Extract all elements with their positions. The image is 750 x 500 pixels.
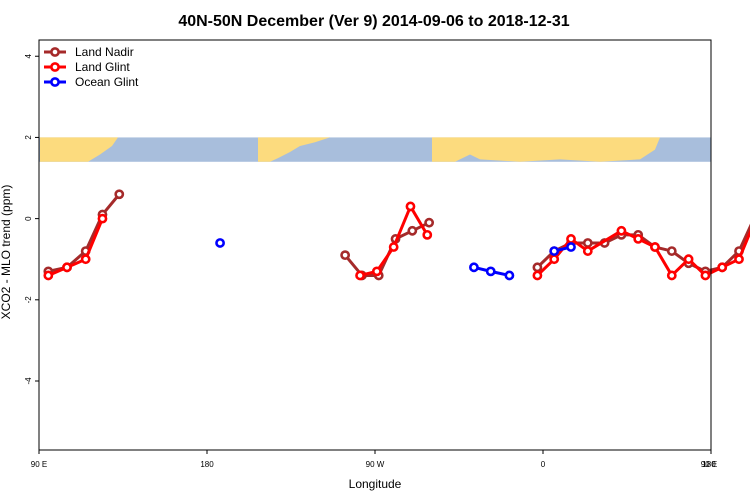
legend-swatch-point (50, 77, 60, 87)
legend-item-land-nadir: Land Nadir (44, 45, 134, 59)
ocean-glint-point (566, 242, 576, 252)
legend-item-ocean-glint: Ocean Glint (44, 75, 139, 89)
land-glint-point (43, 270, 54, 281)
land-glint-line-1 (47, 218, 104, 277)
land-glint-point (355, 270, 365, 281)
land-glint-point (683, 254, 694, 265)
land-glint-point (371, 266, 382, 277)
ocean-glint-point (549, 246, 560, 256)
series-land-glint (43, 201, 750, 281)
land-nadir-point (407, 225, 418, 236)
land-glint-point (405, 201, 416, 212)
land-glint-point (566, 234, 576, 244)
land-glint-point (666, 270, 677, 281)
legend-swatch-point (50, 47, 60, 57)
x-axis-label: Longitude (349, 477, 402, 491)
ocean-glint-point (469, 262, 479, 273)
y-tick-label: 4 (24, 53, 33, 58)
legend-label: Ocean Glint (75, 75, 139, 89)
land-glint-point (717, 262, 728, 273)
land-glint-point (700, 270, 711, 281)
y-tick-label: -2 (24, 296, 33, 304)
map-land-3 (432, 137, 660, 162)
land-glint-point (633, 234, 644, 244)
legend-item-land-glint: Land Glint (44, 60, 130, 74)
ocean-glint-point (485, 266, 496, 277)
land-nadir-point (582, 238, 593, 248)
legend-label: Land Glint (75, 60, 130, 74)
land-glint-point (650, 242, 660, 252)
land-glint-point (97, 213, 108, 224)
land-glint-point (549, 254, 560, 265)
land-glint-point (62, 262, 72, 273)
ocean-glint-point (504, 270, 515, 281)
legend-swatch-point (50, 62, 60, 72)
land-glint-point (616, 225, 627, 236)
x-tick-label: 90 E (701, 460, 717, 469)
y-axis-label: XCO2 - MLO trend (ppm) (0, 185, 13, 320)
x-tick-label: 180 (200, 460, 214, 469)
land-nadir-point (340, 250, 351, 261)
land-glint-point (80, 254, 91, 265)
x-tick-label: 90 W (366, 460, 385, 469)
legend-label: Land Nadir (75, 45, 134, 59)
y-tick-label: -4 (24, 377, 33, 385)
x-tick-label: 180 (702, 460, 716, 469)
chart-title: 40N-50N December (Ver 9) 2014-09-06 to 2… (178, 13, 569, 30)
land-nadir-point (532, 262, 543, 273)
land-nadir-point (114, 189, 125, 200)
plot-marks (43, 189, 750, 281)
ocean-glint-point (215, 238, 225, 248)
land-nadir-point (424, 217, 435, 228)
map-land-1 (40, 137, 118, 162)
land-glint-point (582, 246, 593, 256)
x-tick-label: 90 E (31, 460, 47, 469)
land-glint-point (422, 229, 433, 240)
y-tick-label: 0 (24, 216, 33, 221)
land-nadir-line-3 (536, 223, 750, 273)
land-glint-point (532, 270, 543, 281)
series-ocean-glint (215, 238, 576, 281)
x-tick-label: 0 (541, 460, 546, 469)
plot-frame (38, 39, 712, 451)
world-map-strip (39, 137, 711, 162)
land-nadir-point (666, 246, 677, 256)
land-glint-point (388, 242, 399, 252)
map-land-2 (258, 137, 330, 162)
y-tick-label: 2 (24, 135, 33, 140)
land-glint-point (734, 254, 744, 265)
